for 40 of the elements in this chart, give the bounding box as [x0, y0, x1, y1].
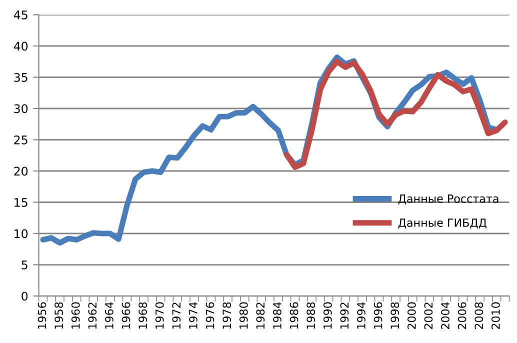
- y-tick-label: 25: [14, 135, 28, 144]
- y-tick-label: 35: [14, 72, 28, 82]
- x-tick-label: 1970: [155, 302, 164, 329]
- x-tick-label: 2008: [474, 302, 484, 330]
- x-tick-label: 1992: [340, 302, 349, 329]
- x-tick-label: 1994: [357, 302, 366, 329]
- x-tick-label: 1968: [138, 302, 148, 329]
- x-tick-label: 1978: [222, 302, 232, 329]
- legend-label: Данные ГИБДД: [398, 218, 486, 228]
- y-tick-label: 10: [14, 229, 28, 238]
- x-tick-label: 1990: [323, 302, 332, 329]
- x-tick-label: 2004: [441, 302, 450, 330]
- x-tick-label: 1982: [256, 302, 265, 329]
- x-tick-label: 1984: [273, 302, 282, 329]
- x-tick-label: 1974: [189, 302, 198, 329]
- x-tick-label: 2002: [424, 302, 433, 330]
- x-tick-label: 1976: [206, 302, 214, 329]
- x-tick-label: 1960: [71, 302, 80, 329]
- y-tick-label: 30: [14, 104, 28, 114]
- x-tick-label: 2006: [458, 302, 466, 330]
- x-tick-label: 1998: [390, 302, 400, 329]
- x-tick-label: 1980: [239, 302, 248, 329]
- x-tick-label: 1996: [374, 302, 382, 329]
- y-tick-label: 45: [14, 10, 28, 20]
- y-tick-label: 0: [22, 292, 28, 301]
- x-tick-label: 1988: [306, 302, 316, 329]
- legend-label: Данные Росстата: [398, 194, 498, 204]
- x-tick-label: 2000: [407, 302, 416, 330]
- y-tick-label: 15: [14, 198, 28, 207]
- x-tick-label: 1958: [54, 302, 63, 329]
- x-tick-label: 1986: [290, 302, 298, 329]
- x-tick-label: 1966: [122, 302, 130, 329]
- x-tick-label: 2010: [491, 302, 500, 330]
- x-tick-label: 1962: [88, 302, 97, 329]
- y-tick-label: 40: [14, 42, 28, 51]
- y-tick-label: 5: [22, 260, 28, 270]
- y-tick-label: 20: [14, 166, 28, 176]
- x-tick-label: 1972: [172, 302, 181, 329]
- x-tick-label: 1964: [105, 302, 114, 329]
- x-tick-label: 1956: [38, 302, 46, 329]
